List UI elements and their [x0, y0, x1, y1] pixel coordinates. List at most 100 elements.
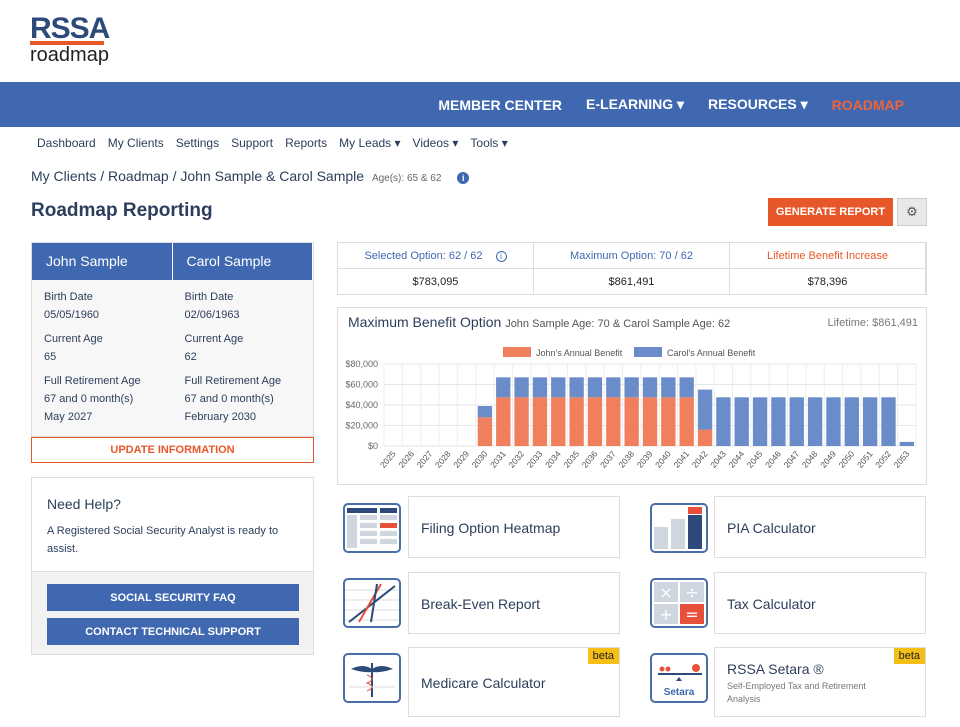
bar-carol — [771, 397, 786, 446]
selected-option-value: $783,095 — [338, 269, 534, 295]
info-icon[interactable]: i — [495, 251, 507, 262]
tool-filing-option-heatmap[interactable]: Filing Option Heatmap — [408, 496, 620, 558]
break-even-icon — [343, 578, 401, 628]
bar-carol — [899, 441, 914, 446]
x-tick-label: 2034 — [543, 449, 563, 470]
generate-report-button[interactable]: GENERATE REPORT — [768, 198, 893, 226]
bar-john — [697, 429, 713, 446]
ages-label: Age(s): 65 & 62 — [371, 173, 442, 184]
selected-option-header: Selected Option: 62 / 62 i — [338, 243, 534, 269]
lifetime-increase-header: Lifetime Benefit Increase — [730, 243, 926, 269]
bar-carol — [587, 377, 603, 398]
svg-text:÷: ÷ — [685, 583, 698, 602]
x-tick-label: 2027 — [415, 449, 435, 470]
x-tick-label: 2050 — [837, 449, 857, 470]
x-tick-label: 2052 — [873, 449, 893, 470]
legend-swatch — [503, 347, 531, 357]
svg-text:×: × — [659, 583, 672, 602]
x-tick-label: 2035 — [561, 449, 581, 470]
subnav-videos[interactable]: Videos ▾ — [412, 136, 459, 150]
svg-text:=: = — [685, 605, 698, 624]
nav-resources[interactable]: RESOURCES ▾ — [708, 96, 808, 112]
nav-member-center[interactable]: MEMBER CENTER — [438, 96, 563, 113]
bar-john — [587, 397, 603, 446]
nav-e-learning[interactable]: E-LEARNING ▾ — [586, 96, 685, 112]
bar-carol — [789, 397, 804, 446]
setara-icon: Setara — [650, 653, 708, 703]
beta-badge: beta — [587, 648, 619, 664]
bar-carol — [862, 397, 878, 446]
x-tick-label: 2025 — [378, 449, 398, 470]
social-security-faq-button[interactable]: SOCIAL SECURITY FAQ — [47, 584, 299, 611]
help-panel: Need Help? A Registered Social Security … — [31, 477, 314, 655]
lifetime-increase-value: $78,396 — [730, 269, 926, 295]
tool-rssa-setara[interactable]: RSSA Setara ® Self-Employed Tax and Reti… — [714, 647, 926, 717]
y-tick-label: $20,000 — [345, 421, 378, 431]
bar-john — [477, 417, 493, 446]
tax-calculator-icon: × ÷ + = — [650, 578, 708, 628]
bar-john — [606, 397, 621, 446]
x-tick-label: 2045 — [745, 449, 765, 470]
client-info-panel: John Sample Carol Sample Birth Date 05/05… — [31, 242, 314, 437]
gear-icon[interactable]: ⚙ — [897, 198, 927, 226]
bar-john — [661, 397, 676, 446]
bar-carol — [716, 397, 731, 446]
subnav-support[interactable]: Support — [231, 136, 274, 150]
tool-break-even-report[interactable]: Break-Even Report — [408, 572, 620, 634]
tool-medicare-calculator[interactable]: Medicare Calculator beta — [408, 647, 620, 717]
svg-text:+: + — [659, 605, 672, 624]
x-tick-label: 2029 — [451, 449, 471, 470]
maximum-option-value: $861,491 — [534, 269, 730, 295]
x-tick-label: 2033 — [525, 449, 545, 470]
bar-carol — [697, 389, 713, 430]
bar-john — [624, 397, 639, 446]
x-tick-label: 2038 — [616, 449, 636, 470]
bar-carol — [532, 377, 548, 398]
bar-carol — [826, 397, 841, 446]
bar-john — [679, 397, 694, 446]
caduceus-icon — [343, 653, 401, 703]
main-nav: MEMBER CENTER E-LEARNING ▾ RESOURCES ▾ R… — [0, 82, 960, 127]
nav-roadmap[interactable]: ROADMAP — [831, 96, 904, 113]
heatmap-icon — [343, 503, 401, 553]
x-tick-label: 2030 — [470, 449, 490, 470]
x-tick-label: 2044 — [726, 449, 746, 470]
contact-support-button[interactable]: CONTACT TECHNICAL SUPPORT — [47, 618, 299, 645]
page-title: Roadmap Reporting — [31, 200, 213, 221]
beta-badge: beta — [893, 648, 925, 664]
x-tick-label: 2053 — [892, 449, 912, 470]
subnav-my-leads[interactable]: My Leads ▾ — [339, 136, 401, 150]
subnav-my-clients[interactable]: My Clients — [107, 136, 164, 150]
legend-label: John's Annual Benefit — [536, 348, 623, 358]
rssa-logo[interactable]: RSSA roadmap — [30, 12, 110, 66]
legend-swatch — [634, 347, 662, 357]
x-tick-label: 2041 — [671, 449, 691, 470]
tool-pia-calculator[interactable]: PIA Calculator — [714, 496, 926, 558]
client-details-john: Birth Date 05/05/1960 Current Age 65 Full … — [44, 291, 141, 423]
bar-carol — [624, 377, 639, 398]
bar-carol — [734, 397, 749, 446]
tool-tax-calculator[interactable]: Tax Calculator — [714, 572, 926, 634]
subnav-dashboard[interactable]: Dashboard — [37, 136, 96, 150]
y-tick-label: $0 — [368, 441, 378, 451]
bar-carol — [679, 377, 694, 398]
x-tick-label: 2028 — [433, 449, 453, 470]
bar-carol — [477, 406, 493, 418]
subnav-tools[interactable]: Tools ▾ — [470, 136, 508, 150]
bar-john — [569, 397, 584, 446]
subnav-reports[interactable]: Reports — [285, 136, 328, 150]
x-tick-label: 2051 — [855, 449, 875, 470]
x-tick-label: 2036 — [580, 449, 600, 470]
subnav-settings[interactable]: Settings — [175, 136, 220, 150]
x-tick-label: 2040 — [653, 449, 673, 470]
update-information-button[interactable]: UPDATE INFORMATION — [31, 437, 314, 463]
bar-john — [532, 397, 548, 446]
x-tick-label: 2042 — [690, 449, 710, 470]
info-icon[interactable]: i — [457, 172, 470, 184]
bar-carol — [752, 397, 768, 446]
maximum-option-header: Maximum Option: 70 / 62 — [534, 243, 730, 269]
x-tick-label: 2037 — [598, 449, 618, 470]
y-tick-label: $60,000 — [345, 380, 378, 390]
bar-john — [551, 397, 566, 446]
bar-carol — [642, 377, 658, 398]
